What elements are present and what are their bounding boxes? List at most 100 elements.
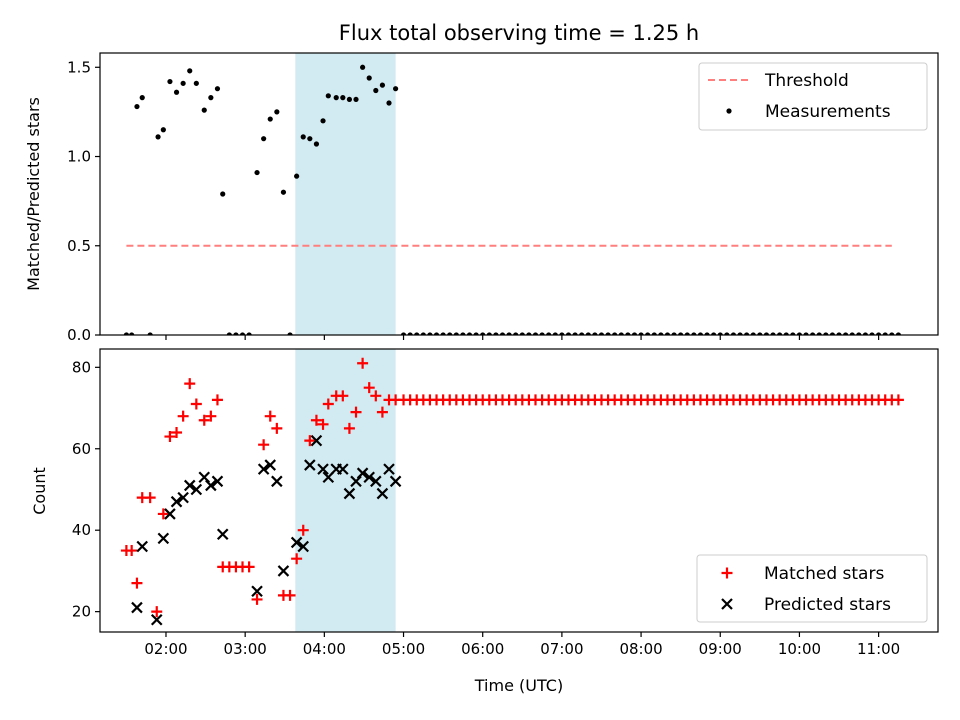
measurement-point xyxy=(139,95,145,101)
measurement-point xyxy=(744,332,750,335)
measurement-point xyxy=(618,332,624,335)
top-series-dot xyxy=(123,64,902,335)
measurement-point xyxy=(671,332,677,335)
measurement-point xyxy=(180,80,186,86)
measurement-point xyxy=(246,332,252,335)
measurement-point xyxy=(506,332,512,335)
matched-star-point xyxy=(177,410,189,422)
predicted-star-point xyxy=(337,463,349,475)
top-legend-box xyxy=(698,62,928,131)
measurement-point xyxy=(763,332,770,335)
measurement-point xyxy=(486,332,492,335)
matched-star-point xyxy=(317,418,329,430)
measurement-point xyxy=(267,116,273,122)
predicted-star-point xyxy=(136,540,149,553)
matched-star-point xyxy=(322,398,334,410)
measurement-point xyxy=(843,332,849,335)
measurement-point xyxy=(239,332,246,335)
matched-star-point xyxy=(892,394,904,406)
matched-star-point xyxy=(376,406,388,418)
bottom-y-axis-label: Count xyxy=(30,467,49,515)
measurement-point xyxy=(300,134,306,140)
measurement-point xyxy=(208,95,214,101)
x-tick-label: 02:00 xyxy=(144,640,187,658)
measurement-point xyxy=(526,332,532,335)
measurement-point xyxy=(856,332,862,335)
measurement-point xyxy=(447,332,453,335)
x-tick-label: 10:00 xyxy=(778,640,821,658)
matched-star-point xyxy=(198,414,210,426)
measurement-point xyxy=(724,332,730,335)
measurement-point xyxy=(783,332,789,335)
x-axis-label: Time (UTC) xyxy=(474,676,563,695)
matched-star-point xyxy=(258,439,270,451)
legend-measurements-label: Measurements xyxy=(765,102,891,122)
measurement-point xyxy=(664,332,671,335)
predicted-star-point xyxy=(177,491,189,504)
bottom-series-plus xyxy=(120,357,904,618)
measurement-point xyxy=(889,332,895,335)
bottom-y-tick-label: 80 xyxy=(72,358,91,376)
top-y-tick-label: 1.5 xyxy=(67,58,91,76)
measurement-point xyxy=(453,332,459,335)
measurement-point xyxy=(810,332,816,335)
predicted-star-point xyxy=(257,463,270,475)
measurement-point xyxy=(160,127,166,133)
measurement-point xyxy=(552,332,558,335)
measurement-point xyxy=(333,95,339,101)
measurement-point xyxy=(155,134,161,140)
x-tick-label: 07:00 xyxy=(540,640,583,658)
matched-star-point xyxy=(310,414,322,426)
legend-predicted-swatch xyxy=(721,598,733,610)
measurement-point xyxy=(173,89,180,95)
measurement-point xyxy=(499,332,506,335)
measurement-point xyxy=(572,332,578,335)
predicted-star-point xyxy=(190,483,203,496)
bottom-axes-frame xyxy=(99,348,939,633)
matched-star-point xyxy=(343,422,355,434)
measurement-point xyxy=(697,332,704,335)
measurement-point xyxy=(280,189,287,195)
matched-star-point xyxy=(157,508,169,520)
measurement-point xyxy=(605,332,611,335)
measurement-point xyxy=(254,169,260,176)
matched-star-point xyxy=(151,606,163,618)
legend-matched-swatch xyxy=(721,567,733,579)
bottom-y-tick-label: 60 xyxy=(72,440,91,458)
measurement-point xyxy=(466,332,473,335)
matched-star-point xyxy=(164,431,176,443)
predicted-star-point xyxy=(370,475,382,488)
measurement-point xyxy=(400,332,407,335)
measurement-point xyxy=(750,332,756,335)
measurement-point xyxy=(836,332,842,335)
measurement-point xyxy=(287,332,293,335)
matched-star-point xyxy=(284,589,296,601)
measurement-point xyxy=(737,332,743,335)
measurement-point xyxy=(638,332,644,335)
measurement-point xyxy=(353,96,359,103)
measurement-point xyxy=(313,141,320,147)
measurement-point xyxy=(226,332,232,335)
measurement-point xyxy=(473,332,479,335)
matched-star-point xyxy=(370,390,382,402)
measurement-point xyxy=(757,332,763,335)
matched-star-point xyxy=(297,524,309,536)
predicted-star-point xyxy=(290,536,303,549)
predicted-star-point xyxy=(271,475,283,488)
top-panel: 0.0 0.5 1.0 1.5 Threshold Measurements xyxy=(67,52,939,344)
measurement-point xyxy=(625,332,631,335)
measurement-point xyxy=(407,332,413,335)
measurement-point xyxy=(803,332,809,335)
matched-star-point xyxy=(251,593,263,605)
measurement-point xyxy=(565,332,572,335)
measurement-point xyxy=(631,332,638,335)
measurement-point xyxy=(214,86,221,92)
measurement-point xyxy=(201,107,207,113)
measurement-point xyxy=(862,332,869,335)
measurement-point xyxy=(427,332,433,335)
predicted-star-point xyxy=(150,614,163,626)
measurement-point xyxy=(539,332,545,335)
x-tick-label: 09:00 xyxy=(699,640,742,658)
measurement-point xyxy=(513,332,519,335)
predicted-star-point xyxy=(131,601,143,614)
